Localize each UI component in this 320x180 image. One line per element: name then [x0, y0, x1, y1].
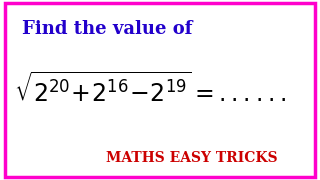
Text: MATHS EASY TRICKS: MATHS EASY TRICKS [106, 151, 278, 165]
Text: Find the value of: Find the value of [22, 20, 193, 38]
Text: $\sqrt{2^{20}\!+\!2^{16}\!-\!2^{19}}=......$: $\sqrt{2^{20}\!+\!2^{16}\!-\!2^{19}}=...… [14, 72, 286, 108]
